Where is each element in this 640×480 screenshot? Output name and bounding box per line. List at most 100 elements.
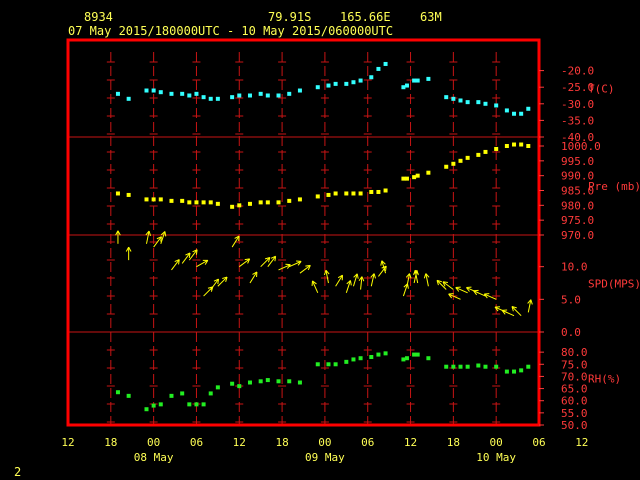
time-period: 07 May 2015/180000UTC - 10 May 2015/0600… <box>68 24 394 38</box>
data-point-pressure <box>126 192 131 197</box>
panel-label-humidity: RH(%) <box>588 373 621 386</box>
data-point-humidity <box>158 402 163 407</box>
y-tick-label-wind: 0.0 <box>561 326 581 339</box>
data-point-temperature <box>237 93 242 98</box>
plot-frame <box>66 38 541 427</box>
data-point-pressure <box>415 173 420 178</box>
data-point-humidity <box>287 379 292 384</box>
data-point-humidity <box>458 364 463 369</box>
wind-arrow <box>483 293 497 300</box>
data-point-pressure <box>344 191 349 196</box>
wind-arrow <box>413 269 419 284</box>
data-point-temperature <box>208 96 213 101</box>
data-point-humidity <box>208 391 213 396</box>
x-tick-label: 06 <box>190 436 203 449</box>
data-point-pressure <box>187 200 192 205</box>
data-point-humidity <box>194 402 199 407</box>
data-point-humidity <box>383 351 388 356</box>
station-latitude: 79.91S <box>268 10 312 24</box>
data-point-temperature <box>180 91 185 96</box>
wind-arrow <box>160 231 167 244</box>
wind-arrow <box>260 256 271 268</box>
data-point-pressure <box>333 191 338 196</box>
station-elevation: 63M <box>420 10 442 24</box>
data-point-temperature <box>187 93 192 98</box>
y-tick-label-wind: 10.0 <box>561 261 588 274</box>
data-point-humidity <box>476 363 481 368</box>
panel-label-pressure: Pre (mb) <box>588 180 640 193</box>
y-tick-label-temperature: -30.0 <box>561 98 594 111</box>
data-point-temperature <box>504 108 509 113</box>
data-point-humidity <box>401 357 406 362</box>
data-point-temperature <box>265 93 270 98</box>
day-label: 09 May <box>305 451 345 464</box>
y-tick-label-humidity: 55.0 <box>561 407 588 420</box>
wind-arrow <box>370 273 376 287</box>
data-point-temperature <box>344 81 349 86</box>
wind-arrow <box>231 235 240 248</box>
wind-arrow <box>238 258 251 268</box>
wind-arrow <box>289 260 302 268</box>
wind-arrow <box>171 259 180 271</box>
data-point-temperature <box>169 91 174 96</box>
y-tick-label-temperature: -20.0 <box>561 65 594 78</box>
data-point-pressure <box>265 200 270 205</box>
data-point-temperature <box>519 111 524 116</box>
data-point-humidity <box>201 402 206 407</box>
wind-arrow <box>501 309 515 317</box>
data-point-pressure <box>169 198 174 203</box>
data-point-pressure <box>404 176 409 181</box>
wind-arrow <box>188 249 198 261</box>
data-point-pressure <box>358 191 363 196</box>
data-point-pressure <box>144 197 149 202</box>
x-tick-label: 12 <box>61 436 74 449</box>
data-point-pressure <box>483 149 488 154</box>
data-point-humidity <box>265 378 270 383</box>
data-point-temperature <box>458 98 463 103</box>
y-tick-label-humidity: 75.0 <box>561 358 588 371</box>
data-point-humidity <box>404 356 409 361</box>
wind-arrow <box>153 236 162 248</box>
wind-arrow <box>210 278 220 290</box>
wind-arrow <box>405 273 412 287</box>
data-point-pressure <box>276 200 281 205</box>
data-point-temperature <box>465 100 470 105</box>
data-point-humidity <box>451 364 456 369</box>
data-point-humidity <box>494 364 499 369</box>
data-point-pressure <box>215 201 220 206</box>
wind-arrow <box>402 283 409 297</box>
x-tick-label: 12 <box>233 436 246 449</box>
wind-arrow <box>196 259 209 268</box>
wind-arrow <box>181 252 191 264</box>
wind-arrow <box>299 264 311 274</box>
data-point-humidity <box>369 355 374 359</box>
data-point-temperature <box>326 83 331 88</box>
data-point-temperature <box>315 85 320 90</box>
data-point-humidity <box>412 352 417 357</box>
data-point-pressure <box>383 188 388 193</box>
data-point-humidity <box>187 402 192 407</box>
x-tick-label: 18 <box>104 436 117 449</box>
x-tick-label: 00 <box>147 436 160 449</box>
data-point-pressure <box>504 144 509 148</box>
data-point-humidity <box>315 362 320 367</box>
y-tick-label-temperature: -35.0 <box>561 114 594 127</box>
data-point-humidity <box>297 380 302 385</box>
data-point-pressure <box>465 155 470 160</box>
data-point-humidity <box>512 369 517 374</box>
y-tick-label-pressure: 990.0 <box>561 170 594 183</box>
data-point-pressure <box>315 194 320 199</box>
data-point-pressure <box>369 189 374 194</box>
panel-label-wind: SPD(MPS) <box>588 278 640 291</box>
y-tick-label-humidity: 50.0 <box>561 419 588 432</box>
data-point-humidity <box>326 362 331 367</box>
data-point-humidity <box>180 391 185 396</box>
data-point-temperature <box>297 88 302 93</box>
data-point-temperature <box>369 75 374 80</box>
data-point-temperature <box>426 76 431 81</box>
wind-arrow <box>249 271 258 284</box>
data-point-temperature <box>126 96 131 101</box>
wind-arrow <box>125 246 132 261</box>
data-point-humidity <box>276 379 281 384</box>
data-point-humidity <box>344 359 349 364</box>
